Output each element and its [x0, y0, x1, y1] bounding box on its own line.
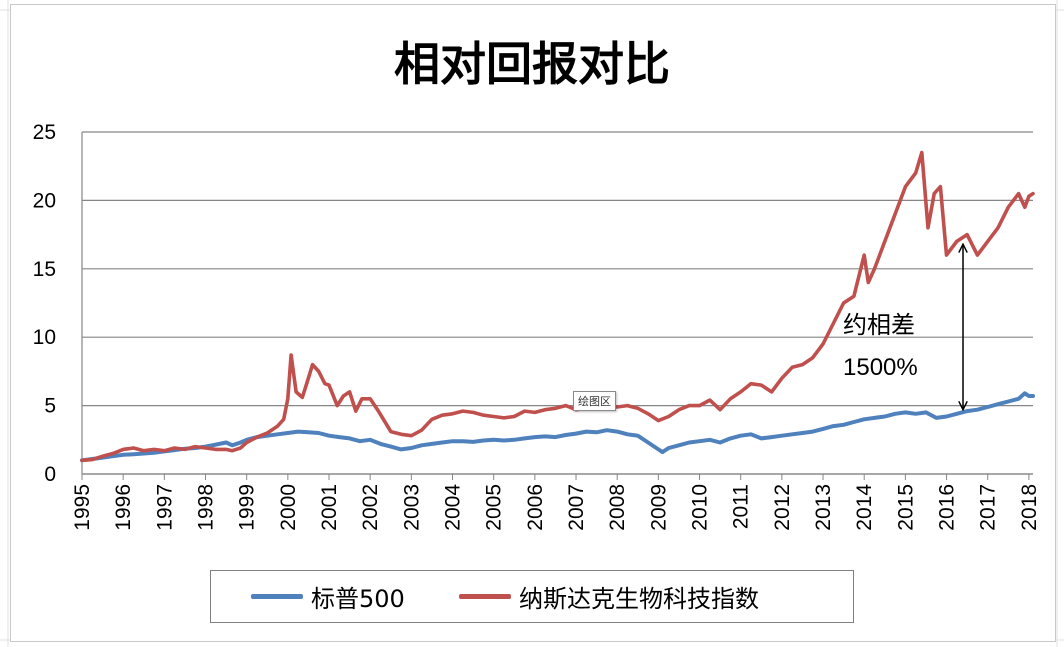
x-tick-label-1996: 1996 [112, 484, 135, 531]
chart-frame[interactable] [10, 4, 1056, 642]
x-tick-label-2016: 2016 [936, 484, 959, 531]
legend-swatch-nasdaq-biotech [459, 593, 511, 599]
x-tick-label-2002: 2002 [359, 484, 382, 531]
x-tick-label-2005: 2005 [483, 484, 506, 531]
x-tick-label-2012: 2012 [771, 484, 794, 531]
x-tick-label-2008: 2008 [606, 484, 629, 531]
legend-item-sp500[interactable]: 标普500 [251, 581, 405, 613]
difference-annotation: 约相差 1500% [843, 244, 963, 410]
x-tick-label-2003: 2003 [400, 484, 423, 531]
x-tick-label-2014: 2014 [853, 484, 876, 531]
gridlines [81, 131, 1033, 475]
legend-item-nasdaq-biotech[interactable]: 纳斯达克生物科技指数 [459, 581, 759, 613]
plot-area-tooltip: 绘图区 [573, 391, 616, 411]
x-tick-label-2018: 2018 [1018, 484, 1041, 531]
annotation-label-2: 1500% [843, 354, 918, 381]
y-tick-label-0: 0 [44, 463, 56, 486]
series-line-nasdaq-biotech[interactable] [80, 150, 1035, 463]
x-tick-label-1999: 1999 [236, 484, 259, 531]
x-tick-label-1997: 1997 [153, 484, 176, 531]
y-tick-label-5: 5 [44, 395, 56, 418]
legend-swatch-sp500 [251, 593, 303, 599]
x-tick-label-2010: 2010 [689, 484, 712, 531]
x-tick-label-2001: 2001 [318, 484, 341, 531]
y-tick-label-10: 10 [33, 326, 56, 349]
x-tick-label-1995: 1995 [71, 484, 94, 531]
chart-title: 相对回报对比 [394, 37, 670, 91]
x-axis-ticks: 1995 1996 1997 1998 1999 2000 2001 2002 2003 2004… [71, 474, 1041, 531]
annotation-label-1: 约相差 [843, 312, 915, 339]
x-tick-label-2000: 2000 [277, 484, 300, 531]
x-tick-label-2007: 2007 [565, 484, 588, 531]
x-tick-label-2013: 2013 [812, 484, 835, 531]
series-line-sp500[interactable] [80, 391, 1035, 463]
legend[interactable]: 标普500 纳斯达克生物科技指数 [210, 570, 854, 623]
x-tick-label-2004: 2004 [442, 484, 465, 531]
x-tick-label-2017: 2017 [977, 484, 1000, 531]
x-tick-label-2006: 2006 [524, 484, 547, 531]
y-tick-label-20: 20 [33, 189, 56, 212]
x-tick-label-2009: 2009 [647, 484, 670, 531]
x-tick-label-2015: 2015 [894, 484, 917, 531]
y-tick-label-25: 25 [33, 121, 56, 144]
x-tick-label-2011: 2011 [730, 484, 753, 529]
legend-label-nasdaq-biotech: 纳斯达克生物科技指数 [519, 584, 759, 613]
series-lines[interactable] [80, 150, 1035, 463]
legend-label-sp500: 标普500 [311, 584, 405, 613]
x-tick-label-1998: 1998 [195, 484, 218, 531]
y-tick-label-15: 15 [33, 258, 56, 281]
y-axis-ticks: 0 5 10 15 20 25 [33, 121, 56, 486]
